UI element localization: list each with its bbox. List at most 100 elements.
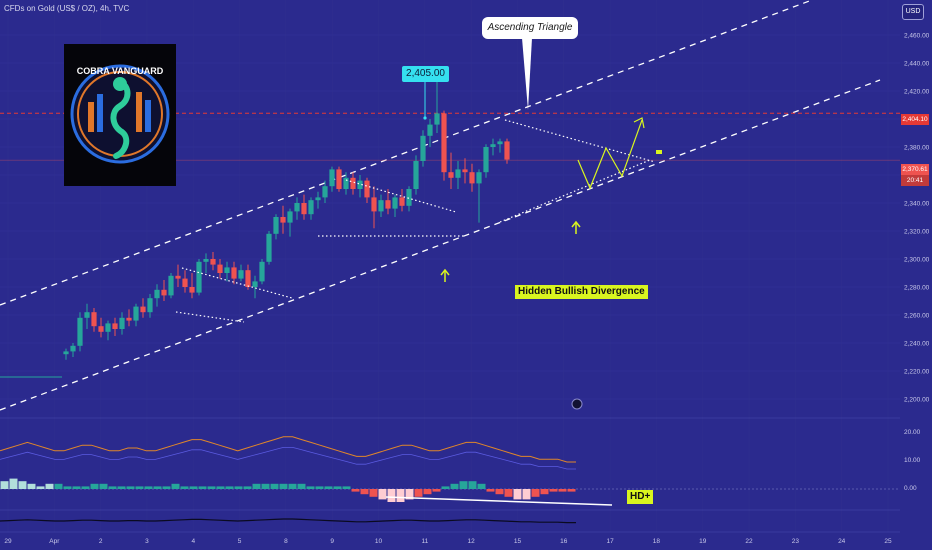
up-arrow-icon: [440, 268, 450, 282]
macd-bar: [117, 486, 126, 489]
candle-body: [112, 323, 118, 329]
macd-bar: [315, 486, 324, 489]
candle-body: [231, 267, 237, 279]
macd-bar: [189, 486, 198, 489]
price-callout: 2,405.00: [402, 66, 449, 82]
indicator-tick-label: 0.00: [904, 485, 917, 492]
candle-body: [133, 306, 139, 321]
candle-body: [259, 261, 265, 282]
macd-bar: [522, 489, 531, 500]
candle-body: [413, 161, 419, 189]
candle-body: [126, 317, 132, 321]
candle-body: [504, 141, 510, 160]
macd-bar: [405, 489, 414, 500]
candle-body: [63, 351, 69, 355]
candle-body: [217, 264, 223, 273]
x-tick-label: 12: [468, 538, 476, 545]
macd-bar: [126, 486, 135, 489]
macd-bar: [441, 486, 450, 489]
candle-body: [266, 233, 272, 262]
candle-body: [196, 261, 202, 293]
candle-body: [84, 312, 90, 318]
y-tick-label: 2,340.00: [904, 201, 930, 208]
candle-body: [448, 172, 454, 178]
candle-body: [154, 289, 160, 299]
x-tick-label: 29: [4, 538, 12, 545]
candle-body: [469, 172, 475, 184]
macd-bar: [450, 483, 459, 489]
candle-body: [476, 172, 482, 184]
x-tick-label: 9: [330, 538, 334, 545]
candle-body: [280, 217, 286, 223]
macd-bar: [351, 489, 360, 492]
y-tick-label: 2,280.00: [904, 285, 930, 292]
x-tick-label: 10: [375, 538, 383, 545]
candle-body: [371, 197, 377, 212]
macd-bar: [459, 481, 468, 489]
y-tick-label: 2,300.00: [904, 257, 930, 264]
ascending-triangle-label: Ascending Triangle: [482, 17, 578, 39]
macd-bar: [171, 483, 180, 489]
candle-body: [441, 113, 447, 173]
hd-label: HD+: [627, 490, 654, 504]
candle-body: [434, 113, 440, 125]
macd-bar: [279, 483, 288, 489]
macd-bar: [45, 483, 54, 489]
indicator-tick-label: 20.00: [904, 429, 921, 436]
macd-bar: [153, 486, 162, 489]
currency-button[interactable]: USD: [902, 4, 924, 20]
chart-overlays: [175, 38, 662, 410]
logo-text: COBRA VANGUARD: [77, 66, 164, 76]
candle-body: [70, 345, 76, 352]
x-tick-label: 16: [560, 538, 568, 545]
y-tick-label: 2,380.00: [904, 145, 930, 152]
x-tick-label: 4: [191, 538, 195, 545]
x-tick-label: 23: [792, 538, 800, 545]
projection-arrowhead: [633, 117, 645, 129]
x-tick-label: 25: [884, 538, 892, 545]
macd-bar: [495, 489, 504, 495]
macd-bar: [558, 489, 567, 492]
candle-body: [168, 275, 174, 296]
macd-bar: [90, 483, 99, 489]
upper-channel-line: [0, 0, 813, 306]
macd-bar: [54, 483, 63, 489]
x-tick-label: 11: [421, 538, 428, 545]
pattern-line: [175, 311, 245, 323]
bubble-pointer: [522, 38, 532, 110]
candle-body: [420, 135, 426, 161]
x-tick-label: 24: [838, 538, 846, 545]
candle-body: [343, 177, 349, 189]
price-axis: [900, 0, 932, 550]
macd-bar: [378, 489, 387, 500]
macd-bar: [432, 489, 441, 492]
macd-bar: [531, 489, 540, 497]
macd-bar: [477, 483, 486, 489]
macd-bar: [0, 481, 9, 489]
candle-body: [329, 169, 335, 187]
candle-body: [238, 270, 244, 279]
up-arrow-icon: [571, 220, 581, 234]
macd-bar: [36, 486, 45, 489]
macd-bar: [414, 489, 423, 497]
candle-body: [315, 197, 321, 201]
candle-body: [175, 275, 181, 279]
x-tick-label: 8: [284, 538, 288, 545]
event-icon: [571, 398, 583, 410]
y-tick-label: 2,460.00: [904, 33, 930, 40]
candle-body: [364, 180, 370, 198]
candle-body: [406, 189, 412, 206]
candle-body: [336, 169, 342, 189]
candle-body: [210, 259, 216, 265]
candle-body: [378, 200, 384, 212]
callout-dot: [423, 116, 427, 120]
candlestick-series: [63, 77, 510, 360]
y-tick-label: 2,440.00: [904, 61, 930, 68]
candle-body: [392, 197, 398, 209]
macd-bar: [135, 486, 144, 489]
candle-body: [294, 203, 300, 212]
macd-bar: [468, 481, 477, 489]
y-tick-label: 2,240.00: [904, 341, 930, 348]
